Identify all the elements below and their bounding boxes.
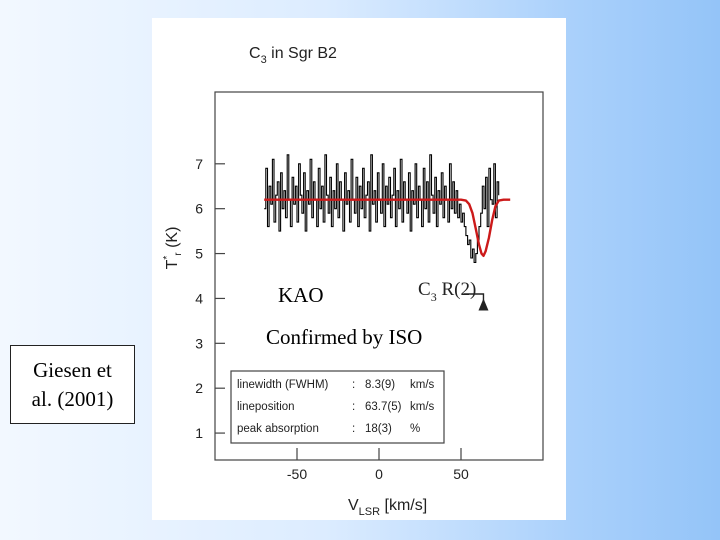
fit-parameter-box: linewidth (FWHM):8.3(9) km/slineposition:… <box>230 370 445 444</box>
kao-label: KAO <box>278 283 324 307</box>
fit-parameter-row: peak absorption:18(3)% <box>237 423 420 435</box>
fit-parameter-label: lineposition <box>237 401 295 413</box>
x-tick-label: 50 <box>453 466 469 482</box>
y-tick-label: 3 <box>195 335 203 351</box>
y-tick-label: 6 <box>195 201 203 217</box>
citation-line-1: Giesen et <box>33 357 112 382</box>
fit-parameter-unit: % <box>410 423 420 435</box>
spectrum-figure: C3 in Sgr B2 T*r (K) VLSR [km/s] 1 2 3 4 5 6 7… <box>152 18 566 520</box>
fit-parameter-label: peak absorption <box>237 423 319 435</box>
y-tick-label: 4 <box>195 290 203 306</box>
y-tick-label: 1 <box>195 425 203 441</box>
chart-title: C3 in Sgr B2 <box>249 45 337 66</box>
x-tick-label: 0 <box>375 466 383 482</box>
y-tick-label: 7 <box>195 156 203 172</box>
fit-parameter-label: linewidth (FWHM) <box>237 379 329 391</box>
series-layer <box>264 154 511 264</box>
fit-parameter-value: 18(3) <box>365 423 392 435</box>
fit-parameter-value: 8.3(9) <box>365 379 395 391</box>
y-tick-label: 5 <box>195 246 203 262</box>
fit-parameter-value: 63.7(5) <box>365 401 402 413</box>
annotation-arrowhead <box>478 298 489 311</box>
spectrum-data-line <box>264 154 500 264</box>
y-tick-label: 2 <box>195 380 203 396</box>
x-tick-label: -50 <box>287 466 307 482</box>
citation-line-2: al. (2001) <box>31 386 114 411</box>
svg-text:T*r (K): T*r (K) <box>162 227 184 270</box>
x-axis-label: VLSR [km/s] <box>348 497 427 518</box>
fit-parameter-sep: : <box>352 401 355 413</box>
fit-parameter-unit: km/s <box>410 379 435 391</box>
gaussian-fit-line <box>264 198 511 257</box>
fit-parameter-sep: : <box>352 379 355 391</box>
fit-parameter-row: linewidth (FWHM):8.3(9) km/s <box>237 379 435 391</box>
confirmed-by-iso-label: Confirmed by ISO <box>266 325 423 349</box>
y-axis-label: T*r (K) <box>162 227 184 270</box>
fit-parameter-unit: km/s <box>410 401 435 413</box>
axis-ticks: 1 2 3 4 5 6 7 -50 0 50 <box>195 156 469 482</box>
citation-box: Giesen et al. (2001) <box>10 345 135 424</box>
annotation-label: C3 R(2) <box>418 279 476 304</box>
spectrum-plot: C3 in Sgr B2 T*r (K) VLSR [km/s] 1 2 3 4 5 6 7… <box>162 45 544 518</box>
fit-parameter-sep: : <box>352 423 355 435</box>
line-annotation: C3 R(2) <box>418 279 489 311</box>
fit-parameter-row: lineposition:63.7(5) km/s <box>237 401 435 413</box>
